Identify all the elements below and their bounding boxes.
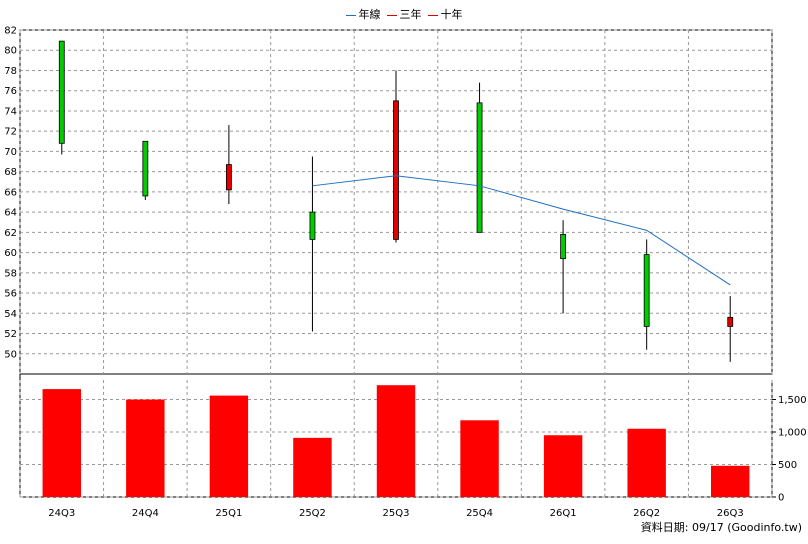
candle-body — [142, 140, 149, 197]
candle-body — [225, 164, 232, 191]
price-y-tick-label: 78 — [4, 66, 17, 77]
volume-bar — [460, 420, 499, 497]
price-y-tick-label: 54 — [4, 309, 17, 320]
x-tick-label: 25Q3 — [383, 508, 410, 519]
price-y-tick-label: 80 — [4, 46, 17, 57]
x-tick-label: 26Q1 — [550, 508, 577, 519]
candle-body — [476, 102, 483, 233]
volume-bar — [376, 385, 416, 497]
legend-swatch — [345, 14, 356, 16]
volume-y-tick-label: 1,000 — [778, 428, 807, 439]
annual-average-line — [312, 175, 731, 286]
price-y-tick-label: 68 — [4, 167, 17, 178]
candle-body — [393, 100, 399, 240]
price-y-tick-label: 76 — [4, 86, 17, 97]
volume-bar — [543, 435, 583, 497]
chart-legend: 年線 三年 十年 — [0, 6, 808, 22]
x-tick-label: 26Q3 — [717, 508, 744, 519]
price-y-tick-label: 70 — [4, 147, 17, 158]
price-y-tick-label: 58 — [4, 268, 17, 279]
price-y-tick-label: 74 — [4, 106, 17, 117]
price-y-tick-label: 50 — [4, 349, 17, 360]
legend-label: 年線 — [358, 8, 381, 21]
price-y-tick-label: 60 — [4, 248, 17, 259]
x-tick-label: 25Q4 — [466, 508, 493, 519]
x-tick-label: 25Q2 — [299, 508, 326, 519]
legend-swatch — [386, 14, 397, 16]
candle-body — [58, 40, 65, 144]
legend-entry: 年線 — [345, 6, 381, 22]
price-y-tick-label: 62 — [4, 228, 17, 239]
legend-label: 三年 — [399, 8, 422, 21]
volume-y-tick-label: 1,500 — [778, 395, 807, 406]
x-tick-label: 25Q1 — [215, 508, 242, 519]
candle-body — [727, 316, 734, 327]
price-y-tick-label: 82 — [4, 26, 17, 37]
candle-body — [309, 211, 316, 240]
volume-bar — [209, 395, 249, 497]
legend-swatch — [427, 14, 438, 16]
candle-body — [643, 254, 650, 327]
x-tick-label: 24Q3 — [48, 508, 75, 519]
legend-entry: 十年 — [427, 6, 463, 22]
data-date-footer: 資料日期: 09/17 (Goodinfo.tw) — [640, 521, 802, 534]
volume-bar — [627, 428, 666, 497]
price-y-tick-label: 56 — [4, 289, 17, 300]
volume-bar — [126, 399, 165, 497]
volume-bar — [42, 389, 81, 497]
price-panel-frame — [19, 29, 773, 375]
volume-bar — [293, 437, 332, 497]
price-y-tick-label: 64 — [4, 208, 17, 219]
volume-y-tick-label: 500 — [778, 460, 797, 471]
legend-entry: 三年 — [386, 6, 422, 22]
price-y-tick-label: 52 — [4, 329, 17, 340]
x-tick-label: 26Q2 — [633, 508, 660, 519]
x-tick-label: 24Q4 — [132, 508, 159, 519]
price-y-tick-label: 66 — [4, 187, 17, 198]
volume-y-tick-label: 0 — [778, 493, 784, 504]
candle-body — [560, 233, 567, 260]
legend-label: 十年 — [440, 8, 463, 21]
price-y-tick-label: 72 — [4, 127, 17, 138]
volume-bar — [711, 465, 750, 497]
